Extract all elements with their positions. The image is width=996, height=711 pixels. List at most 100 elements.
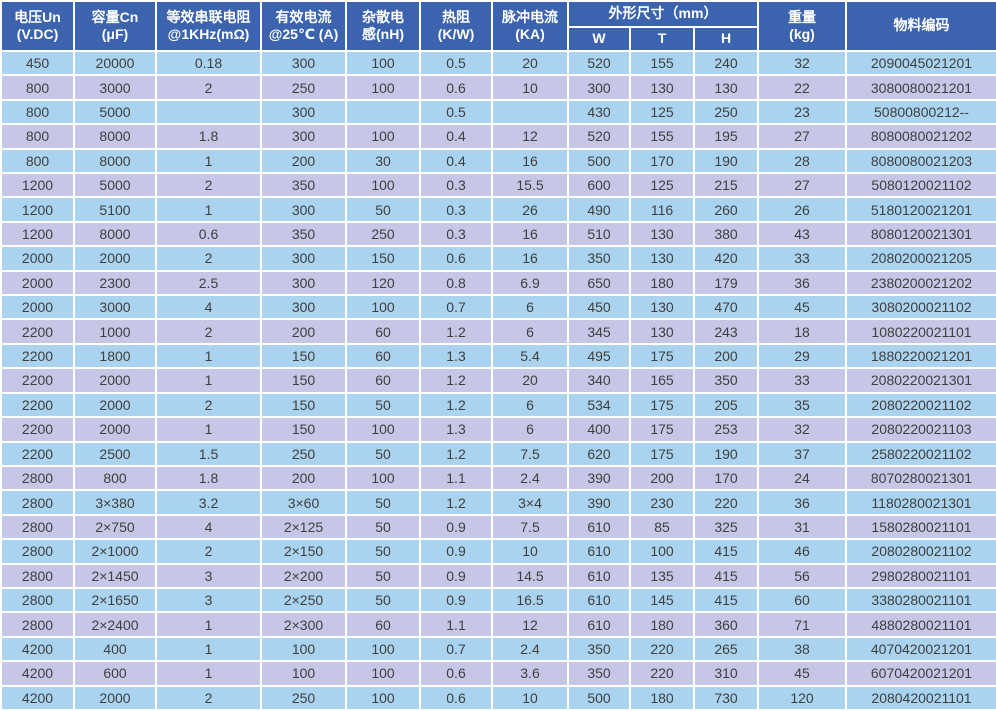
cell-voltage: 2200 (0, 391, 75, 419)
cell-capacitance: 5000 (73, 172, 157, 199)
cell-thermal: 0.6 (419, 684, 493, 711)
cell-voltage: 4200 (0, 635, 75, 663)
cell-inductance: 50 (345, 391, 421, 419)
header-thermal: 热阻 (K/W) (419, 0, 493, 52)
cell-w: 610 (567, 538, 631, 565)
cell-current: 100 (260, 660, 347, 687)
cell-weight: 18 (757, 318, 847, 345)
cell-weight: 23 (757, 98, 847, 126)
table-row: 2000 2300 2.5 300 120 0.8 6.9 650 180 179 36 238020… (0, 269, 996, 297)
cell-t: 135 (629, 562, 695, 589)
cell-thermal: 0.9 (419, 538, 493, 565)
cell-weight: 38 (757, 635, 847, 663)
cell-h: 250 (693, 98, 759, 126)
cell-capacitance: 8000 (73, 123, 157, 150)
cell-pulse: 2.4 (491, 635, 569, 663)
cell-current: 100 (260, 635, 347, 663)
table-row: 2800 2×2400 1 2×300 60 1.1 12 610 180 360 71 488028… (0, 611, 996, 638)
cell-thermal: 0.5 (419, 49, 493, 77)
cell-inductance: 120 (345, 269, 421, 297)
cell-h: 350 (693, 367, 759, 394)
cell-capacitance: 3000 (73, 74, 157, 101)
cell-voltage: 800 (0, 74, 75, 101)
cell-weight: 45 (757, 294, 847, 321)
cell-code: 2080200021205 (845, 245, 996, 272)
cell-weight: 37 (757, 440, 847, 467)
cell-inductance: 60 (345, 367, 421, 394)
cell-esr: 1 (155, 342, 262, 370)
cell-current: 2×300 (260, 611, 347, 638)
cell-capacitance: 2300 (73, 269, 157, 297)
cell-t: 130 (629, 318, 695, 345)
cell-thermal: 1.2 (419, 367, 493, 394)
cell-pulse: 26 (491, 196, 569, 223)
cell-code: 2580220021102 (845, 440, 996, 467)
cell-capacitance: 5000 (73, 98, 157, 126)
cell-thermal: 0.3 (419, 196, 493, 223)
cell-weight: 31 (757, 513, 847, 541)
cell-code: 1580280021101 (845, 513, 996, 541)
cell-thermal: 1.1 (419, 611, 493, 638)
cell-code: 5080120021102 (845, 172, 996, 199)
cell-pulse: 16.5 (491, 586, 569, 614)
cell-pulse: 7.5 (491, 440, 569, 467)
cell-h: 130 (693, 74, 759, 101)
table-row: 2200 2500 1.5 250 50 1.2 7.5 620 175 190 37 2580220… (0, 440, 996, 467)
cell-t: 116 (629, 196, 695, 223)
cell-current: 200 (260, 147, 347, 175)
cell-esr: 1 (155, 660, 262, 687)
cell-thermal: 0.6 (419, 74, 493, 101)
header-capacitance: 容量Cn (μF) (73, 0, 157, 52)
cell-inductance: 100 (345, 294, 421, 321)
cell-voltage: 800 (0, 123, 75, 150)
cell-inductance: 100 (345, 684, 421, 711)
cell-pulse: 6 (491, 391, 569, 419)
cell-code: 50800800212-- (845, 98, 996, 126)
cell-weight: 36 (757, 489, 847, 516)
cell-esr: 2 (155, 74, 262, 101)
cell-esr: 2 (155, 245, 262, 272)
cell-inductance: 100 (345, 416, 421, 443)
cell-weight: 120 (757, 684, 847, 711)
cell-current: 3×60 (260, 489, 347, 516)
table-row: 2000 3000 4 300 100 0.7 6 450 130 470 45 3080200021… (0, 294, 996, 321)
cell-voltage: 2200 (0, 440, 75, 467)
cell-w: 520 (567, 49, 631, 77)
cell-w: 350 (567, 245, 631, 272)
cell-h: 325 (693, 513, 759, 541)
cell-t: 130 (629, 294, 695, 321)
cell-weight: 29 (757, 342, 847, 370)
cell-h: 200 (693, 342, 759, 370)
cell-capacitance: 2×2400 (73, 611, 157, 638)
cell-h: 170 (693, 464, 759, 492)
table-row: 2800 2×1450 3 2×200 50 0.9 14.5 610 135 415 56 2980… (0, 562, 996, 589)
cell-voltage: 4200 (0, 684, 75, 711)
cell-inductance: 100 (345, 660, 421, 687)
cell-pulse: 6 (491, 416, 569, 443)
header-dimensions-group: 外形尺寸（mm） (567, 0, 759, 28)
cell-voltage: 2000 (0, 245, 75, 272)
cell-w: 345 (567, 318, 631, 345)
header-dim-t: T (629, 26, 695, 52)
cell-t: 220 (629, 660, 695, 687)
cell-pulse: 10 (491, 74, 569, 101)
cell-t: 130 (629, 220, 695, 248)
cell-weight: 22 (757, 74, 847, 101)
cell-voltage: 800 (0, 98, 75, 126)
cell-t: 100 (629, 538, 695, 565)
cell-esr: 3 (155, 562, 262, 589)
cell-pulse: 3×4 (491, 489, 569, 516)
cell-weight: 26 (757, 196, 847, 223)
cell-inductance: 100 (345, 635, 421, 663)
cell-capacitance: 2×1000 (73, 538, 157, 565)
cell-weight: 33 (757, 367, 847, 394)
cell-capacitance: 1800 (73, 342, 157, 370)
cell-w: 510 (567, 220, 631, 248)
cell-pulse: 3.6 (491, 660, 569, 687)
cell-current: 150 (260, 416, 347, 443)
cell-code: 2090045021201 (845, 49, 996, 77)
header-dim-w: W (567, 26, 631, 52)
cell-current: 150 (260, 367, 347, 394)
cell-thermal: 0.9 (419, 562, 493, 589)
